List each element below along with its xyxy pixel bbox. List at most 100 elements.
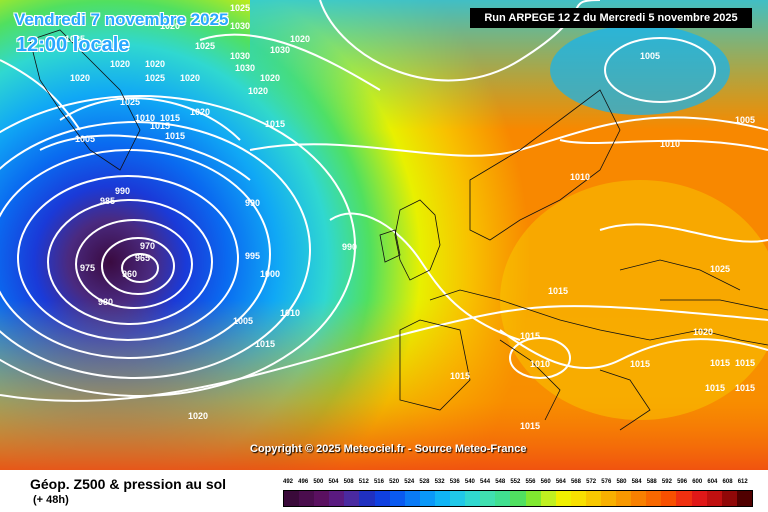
pressure-label: 1025 bbox=[195, 41, 215, 51]
scale-swatch bbox=[495, 491, 511, 506]
scale-swatch bbox=[691, 491, 707, 506]
pressure-label: 1015 bbox=[255, 339, 275, 349]
scale-label: 516 bbox=[373, 479, 384, 485]
pressure-label: 1030 bbox=[230, 51, 250, 61]
scale-swatch bbox=[706, 491, 722, 506]
pressure-label: 985 bbox=[100, 196, 115, 206]
pressure-label: 995 bbox=[245, 251, 260, 261]
pressure-label: 1015 bbox=[548, 286, 568, 296]
pressure-label: 1015 bbox=[150, 121, 170, 131]
pressure-label: 1025 bbox=[710, 264, 730, 274]
pressure-label: 1020 bbox=[70, 73, 90, 83]
pressure-label: 960 bbox=[122, 269, 137, 279]
scale-swatch bbox=[631, 491, 647, 506]
pressure-label: 1010 bbox=[530, 359, 550, 369]
scale-swatch bbox=[465, 491, 481, 506]
scale-swatch bbox=[540, 491, 556, 506]
pressure-label: 1025 bbox=[230, 3, 250, 13]
scale-label: 492 bbox=[283, 479, 294, 485]
scale-label: 560 bbox=[540, 479, 551, 485]
pressure-label: 1020 bbox=[290, 34, 310, 44]
scale-label: 508 bbox=[343, 479, 354, 485]
scale-label: 612 bbox=[737, 479, 748, 485]
copyright: Copyright © 2025 Meteociel.fr - Source M… bbox=[250, 443, 527, 455]
scale-label: 512 bbox=[358, 479, 369, 485]
scale-label: 536 bbox=[449, 479, 460, 485]
scale-swatch bbox=[646, 491, 662, 506]
scale-swatch bbox=[525, 491, 541, 506]
scale-swatch bbox=[570, 491, 586, 506]
pressure-label: 1030 bbox=[235, 63, 255, 73]
pressure-label: 1005 bbox=[640, 51, 660, 61]
scale-label: 604 bbox=[707, 479, 718, 485]
forecast-time: 12:00 locale bbox=[16, 34, 130, 56]
pressure-label: 1020 bbox=[693, 327, 713, 337]
pressure-label: 1020 bbox=[145, 59, 165, 69]
scale-label: 608 bbox=[722, 479, 733, 485]
pressure-label: 1015 bbox=[165, 131, 185, 141]
pressure-label: 1010 bbox=[570, 172, 590, 182]
scale-label: 528 bbox=[419, 479, 430, 485]
scale-swatch bbox=[419, 491, 435, 506]
pressure-label: 1015 bbox=[520, 421, 540, 431]
pressure-label: 1020 bbox=[190, 107, 210, 117]
pressure-label: 1020 bbox=[110, 59, 130, 69]
weather-map: 1025 1020 1030 1025 1020 1025 1030 1030 1020 1020… bbox=[0, 0, 768, 470]
pressure-label: 970 bbox=[140, 241, 155, 251]
scale-bar bbox=[283, 490, 753, 507]
scale-label: 592 bbox=[661, 479, 672, 485]
pressure-label: 990 bbox=[245, 198, 260, 208]
scale-swatch bbox=[284, 491, 300, 506]
scale-swatch bbox=[374, 491, 390, 506]
scale-label: 500 bbox=[313, 479, 324, 485]
pressure-label: 1010 bbox=[280, 308, 300, 318]
run-info: Run ARPEGE 12 Z du Mercredi 5 novembre 2… bbox=[470, 8, 752, 28]
pressure-label: 1030 bbox=[270, 45, 290, 55]
pressure-label: 1005 bbox=[735, 115, 755, 125]
scale-swatch bbox=[616, 491, 632, 506]
scale-swatch bbox=[661, 491, 677, 506]
scale-swatch bbox=[721, 491, 737, 506]
scale-label: 540 bbox=[464, 479, 475, 485]
scale-label: 544 bbox=[480, 479, 491, 485]
scale-label: 524 bbox=[404, 479, 415, 485]
pressure-label: 990 bbox=[115, 186, 130, 196]
pressure-label: 1010 bbox=[660, 139, 680, 149]
scale-swatch bbox=[676, 491, 692, 506]
scale-swatch bbox=[314, 491, 330, 506]
scale-label: 496 bbox=[298, 479, 309, 485]
pressure-label: 1010 bbox=[135, 113, 155, 123]
scale-swatch bbox=[736, 491, 752, 506]
scale-label: 584 bbox=[631, 479, 642, 485]
scale-labels: 492 496 500 504 508 512 516 520 524 528 532 536 540 5… bbox=[283, 479, 753, 489]
pressure-label: 1020 bbox=[248, 86, 268, 96]
scale-swatch bbox=[585, 491, 601, 506]
scale-label: 556 bbox=[525, 479, 536, 485]
pressure-label: 1020 bbox=[260, 73, 280, 83]
pressure-label: 1030 bbox=[230, 21, 250, 31]
scale-swatch bbox=[555, 491, 571, 506]
pressure-label: 1015 bbox=[450, 371, 470, 381]
scale-swatch bbox=[404, 491, 420, 506]
scale-label: 564 bbox=[555, 479, 566, 485]
pressure-label: 1015 bbox=[520, 331, 540, 341]
color-scale: 492 496 500 504 508 512 516 520 524 528 532 536 540 5… bbox=[283, 479, 753, 507]
legend-panel: Géop. Z500 & pression au sol (+ 48h) 492… bbox=[0, 470, 768, 512]
pressure-label: 1015 bbox=[710, 358, 730, 368]
scale-label: 504 bbox=[328, 479, 339, 485]
scale-swatch bbox=[389, 491, 405, 506]
legend-subtitle: (+ 48h) bbox=[33, 494, 69, 506]
pressure-label: 1020 bbox=[180, 73, 200, 83]
pressure-label: 965 bbox=[135, 253, 150, 263]
scale-label: 572 bbox=[586, 479, 597, 485]
pressure-label: 1000 bbox=[260, 269, 280, 279]
scale-swatch bbox=[299, 491, 315, 506]
scale-label: 596 bbox=[677, 479, 688, 485]
scale-label: 552 bbox=[510, 479, 521, 485]
coastlines bbox=[29, 29, 768, 431]
pressure-label: 1025 bbox=[120, 97, 140, 107]
pressure-label: 1020 bbox=[188, 411, 208, 421]
scale-label: 532 bbox=[434, 479, 445, 485]
